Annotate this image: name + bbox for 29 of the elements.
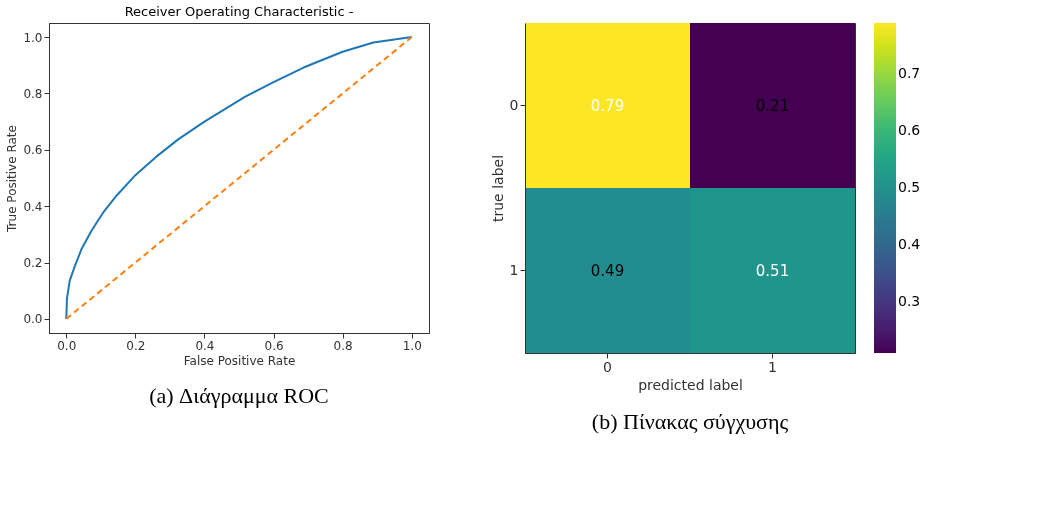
y-tick-label: 0.0 — [23, 312, 43, 327]
color-bar-label: 0.3 — [898, 292, 921, 309]
color-bar-label: 0.5 — [898, 179, 921, 195]
x-axis-title: predicted label — [638, 376, 743, 393]
color-bar-label: 0.6 — [898, 122, 921, 139]
y-tick-label: 1.0 — [23, 30, 43, 45]
x-tick-label: 0.2 — [126, 338, 146, 353]
y-tick-label: 0.2 — [23, 256, 43, 271]
data-label: 0.21 — [755, 96, 790, 115]
color-bar-label: 0.4 — [898, 235, 921, 252]
y-tick-label: 0.8 — [23, 86, 43, 101]
x-tick-label: 0.0 — [57, 338, 77, 353]
line-series — [65, 36, 413, 320]
y-tick-label: 0.4 — [23, 199, 43, 214]
x-axis-title: False Positive Rate — [183, 353, 296, 368]
color-bar-label: 0.7 — [898, 65, 921, 82]
chart-title: Receiver Operating Characteristic - — [124, 4, 354, 19]
text: (b) Πίνακας σύγχυσης — [591, 409, 789, 434]
data-label: 0.49 — [590, 261, 625, 280]
x-tick-label: 0.8 — [333, 338, 353, 353]
data-label: 0.51 — [755, 261, 790, 280]
x-tick-label: 1.0 — [402, 338, 422, 353]
x-tick-label: 0.6 — [264, 338, 284, 353]
y-axis-title: true label — [489, 154, 506, 223]
data-label: 0.79 — [590, 96, 625, 115]
x-tick-label: 0.4 — [195, 338, 215, 353]
text: (a) Διάγραμμα ROC — [149, 383, 329, 408]
y-axis-title: True Positive Rate — [5, 125, 20, 233]
y-tick-label: 0.6 — [23, 143, 43, 158]
